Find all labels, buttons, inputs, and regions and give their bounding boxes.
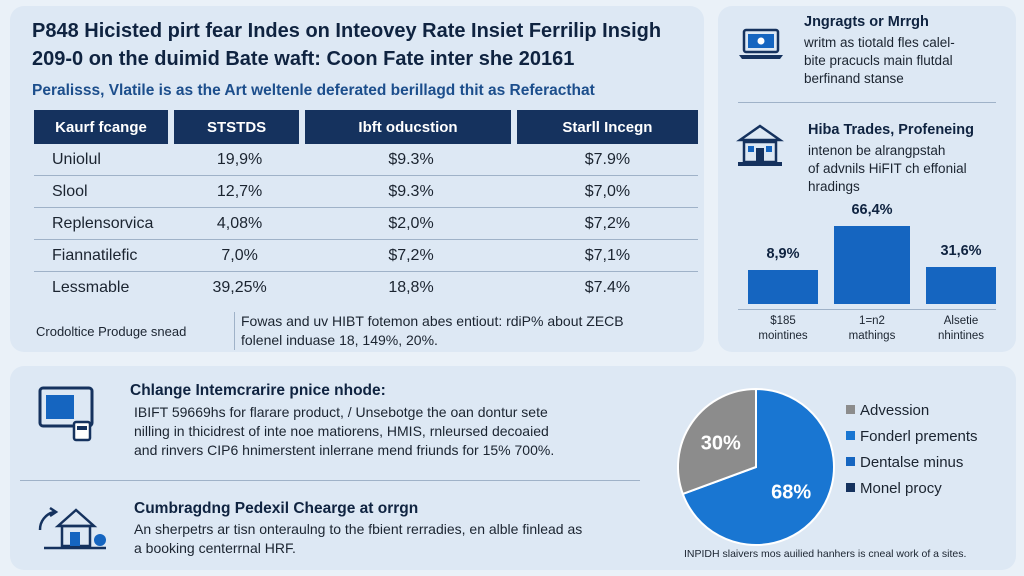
text-line: writm as tiotald fles calel- [804,35,955,50]
bottom-section-text: An sherpetrs ar tisn onteraulng to the f… [134,520,582,558]
table-cell: $7,1% [516,240,698,272]
table-cell: 12,7% [174,176,306,208]
pie-slice[interactable] [677,387,757,496]
table-cell: Fiannatilefic [34,240,174,272]
section-divider [20,480,640,481]
text-line: of advnils HiFIT ch effonial [808,161,967,176]
legend-label: Monel procy [860,480,942,497]
pie-slice-label: 30% [701,432,741,454]
bottom-section-title: Cumbragdng Pedexil Chearge at orrgn [134,500,419,517]
table-row: Lessmable 39,25% 18,8% $7.4% [34,272,698,304]
column-header[interactable]: Ibft oducstion [305,110,517,144]
table-cell: Uniolul [34,144,174,176]
bank-building-icon [736,124,784,166]
pie-slice-label: 68% [771,482,811,504]
table-cell: Lessmable [52,279,130,296]
table-cell: Slool [34,176,174,208]
monitor-payment-icon [38,386,94,442]
bar[interactable] [926,266,996,304]
side-section-title: Jngragts or Mrrgh [804,14,929,30]
column-header[interactable]: Kaurf fcange [34,110,174,144]
bar-value-label: 31,6% [940,242,982,259]
pie-caption: INPIDH slaivers mos auilied hanhers is c… [684,548,967,560]
page-title-line2: 209-0 on the duimid Bate waft: Coon Fate… [32,48,575,70]
text-line: berfinand stanse [804,71,904,86]
text-line: nilling in thicidrest of inte noe matior… [134,423,549,439]
text-line: hradings [808,179,860,194]
page-title: P848 Hicisted pirt fear Indes on Inteove… [32,20,662,42]
legend-swatch [846,457,855,466]
bar-value-label: 66,4% [851,202,893,219]
bar-category-label: Alsetie nhintines [937,315,985,342]
table-cell: $9.3% [305,144,517,176]
table-cell: Replensorvica [34,208,174,240]
table-cell: $7,2% [305,240,517,272]
bottom-section-title: Chlange Intemcrarire pnice nhode: [130,382,386,399]
bar[interactable] [748,270,818,304]
table-cell: $7.4% [584,279,631,296]
side-section-text: intenon be alrangpstah of advnils HiFIT … [808,142,967,196]
table-cell: $2,0% [305,208,517,240]
chart-baseline [738,309,996,310]
footnote-line: folenel induase 18, 149%, 20%. [241,332,438,348]
text-line: a booking centerrnal HRF. [134,540,296,556]
text-line: bite pracucls main flutdal [804,53,953,68]
footnote-text: Fowas and uv HIBT fotemon abes entiout: … [234,312,624,350]
table-row: Fiannatilefic 7,0% $7,2% $7,1% [34,240,698,272]
pie-chart: 68% 30% [677,387,835,546]
laptop-icon [739,28,783,59]
table-row: Uniolul 19,9% $9.3% $7.9% [34,144,698,176]
table-cell: $9.3% [305,176,517,208]
legend-label: Dentalse minus [860,454,964,471]
price-change-panel [10,366,1016,570]
footnote-line: Fowas and uv HIBT fotemon abes entiout: … [241,313,624,329]
bar-category-label: 1=n2 mathings [848,315,896,342]
side-section-text: writm as tiotald fles calel- bite pracuc… [804,34,955,88]
insight-side-panel: Jngragts or Mrrgh writm as tiotald fles … [718,6,1016,352]
table-cell: $7,2% [516,208,698,240]
legend-item[interactable]: Advession [846,402,929,419]
legend-item[interactable]: Monel procy [846,480,942,497]
bottom-section-text: IBIFT 59669hs for flarare product, / Uns… [134,403,554,460]
footnote-label: Crodoltice Produge snead [36,324,187,339]
table-cell: $7,0% [516,176,698,208]
rate-insight-panel: P848 Hicisted pirt fear Indes on Inteove… [10,6,704,352]
table-row: Replensorvica 4,08% $2,0% $7,2% [34,208,698,240]
legend-swatch [846,405,855,414]
table-cell: 4,08% [174,208,306,240]
table-cell: 19,9% [174,144,306,176]
side-section-title: Hiba Trades, Profeneing [808,122,974,138]
table-cell: 39,25% [212,279,267,296]
text-line: intenon be alrangpstah [808,143,946,158]
legend-item[interactable]: Dentalse minus [846,454,963,471]
bar-value-label: 8,9% [766,246,800,262]
table-cell: 7,0% [174,240,306,272]
column-header[interactable]: Starll Incegn [516,110,698,144]
table-cell: 18,8% [388,279,434,296]
legend-label: Fonderl prements [860,428,978,445]
legend-swatch [846,431,855,440]
text-line: An sherpetrs ar tisn onteraulng to the f… [134,521,583,537]
pie-slice[interactable] [681,387,835,546]
rate-table: Kaurf fcange STSTDS Ibft oducstion Starl… [34,110,698,304]
bar[interactable] [834,226,910,304]
section-divider [738,102,996,103]
column-header[interactable]: STSTDS [174,110,306,144]
home-refresh-icon [38,506,106,550]
legend-item[interactable]: Fonderl prements [846,428,978,445]
legend-label: Advession [860,402,930,419]
table-row: Slool 12,7% $9.3% $7,0% [34,176,698,208]
legend-swatch [846,483,855,492]
page-subtitle: Peralisss, Vlatile is as the Art weltenl… [32,82,595,99]
text-line: IBIFT 59669hs for flarare product, / Uns… [134,404,548,420]
table-cell: $7.9% [516,144,698,176]
text-line: and rinvers CIP6 hnimerstent inlerrane m… [134,442,555,458]
bar-category-label: $185 mointines [758,315,808,342]
